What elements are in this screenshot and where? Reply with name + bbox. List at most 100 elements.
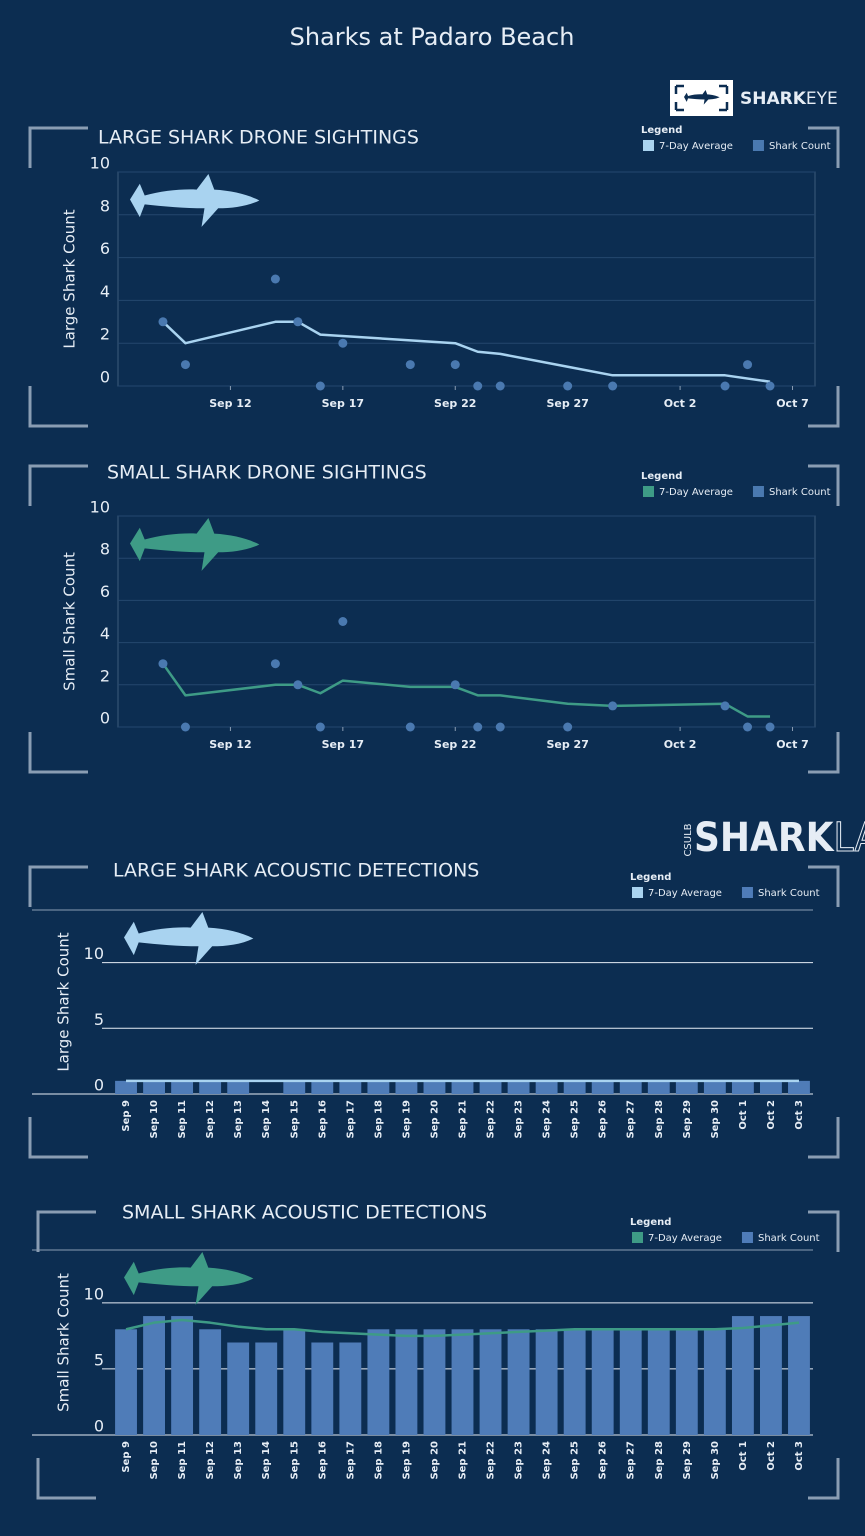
x-tick-label: Sep 13 <box>233 1100 244 1139</box>
x-tick-label: Sep 12 <box>209 397 251 410</box>
bar <box>675 1080 698 1094</box>
logo-word: SHARK <box>740 89 807 109</box>
bar <box>423 1329 446 1435</box>
legend-swatch <box>632 1232 643 1243</box>
page-title: Sharks at Padaro Beach <box>290 23 575 51</box>
legend-label: Shark Count <box>758 1233 820 1244</box>
data-point <box>315 381 325 391</box>
data-point <box>608 701 618 711</box>
bar <box>171 1316 194 1435</box>
bar <box>731 1080 754 1094</box>
legend-title: Legend <box>641 471 682 482</box>
x-tick-label: Sep 15 <box>289 1100 300 1139</box>
bar <box>395 1080 418 1094</box>
y-axis-label: Small Shark Count <box>61 552 79 691</box>
y-tick-label: 6 <box>100 582 110 601</box>
x-tick-label: Sep 14 <box>261 1100 272 1139</box>
x-tick-label: Sep 15 <box>289 1441 300 1480</box>
data-point <box>563 381 573 391</box>
y-tick-label: 0 <box>94 1417 104 1436</box>
panel-corners <box>36 1210 840 1500</box>
bar <box>367 1080 390 1094</box>
bar <box>675 1329 698 1435</box>
bar <box>451 1080 474 1094</box>
shark-icon <box>124 912 254 965</box>
data-point <box>473 722 483 732</box>
legend-swatch <box>752 140 764 151</box>
bar <box>647 1080 670 1094</box>
x-tick-label: Sep 28 <box>654 1441 665 1480</box>
legend-label: 7-Day Average <box>648 888 722 899</box>
x-tick-label: Sep 9 <box>121 1441 132 1473</box>
data-point <box>495 381 505 391</box>
legend-swatch <box>752 486 764 497</box>
x-tick-label: Sep 10 <box>149 1441 160 1480</box>
bar <box>731 1316 754 1435</box>
x-tick-label: Sep 9 <box>121 1100 132 1132</box>
data-point <box>765 381 775 391</box>
y-tick-label: 6 <box>100 239 110 258</box>
legend-label: 7-Day Average <box>659 141 733 152</box>
legend-label: 7-Day Average <box>659 487 733 498</box>
y-tick-label: 2 <box>100 666 110 685</box>
x-tick-label: Sep 27 <box>546 397 588 410</box>
bar <box>283 1080 306 1094</box>
panel-corners <box>28 464 840 774</box>
x-tick-label: Sep 29 <box>682 1100 693 1139</box>
bar <box>227 1342 250 1435</box>
logo-word: SHARK <box>694 815 835 861</box>
data-point <box>743 722 753 732</box>
bar <box>311 1080 334 1094</box>
y-tick-label: 8 <box>100 540 110 559</box>
y-tick-label: 0 <box>94 1076 104 1095</box>
data-point <box>270 659 280 669</box>
data-point <box>158 659 168 669</box>
bar <box>143 1316 165 1435</box>
bar <box>199 1080 222 1094</box>
x-tick-label: Oct 2 <box>766 1441 777 1471</box>
legend-label: Shark Count <box>769 141 831 152</box>
data-point <box>495 722 505 732</box>
data-point <box>293 317 303 327</box>
x-tick-label: Sep 18 <box>373 1441 384 1480</box>
legend-title: Legend <box>630 1217 671 1228</box>
sharklab-logo: CSULB SHARKLAB <box>683 815 865 862</box>
average-line <box>125 1318 800 1338</box>
x-tick-label: Sep 12 <box>209 738 251 751</box>
x-tick-label: Sep 24 <box>542 1441 553 1480</box>
shark-icon <box>130 174 260 227</box>
y-tick-label: 8 <box>100 196 110 215</box>
data-point <box>765 722 775 732</box>
x-tick-label: Sep 23 <box>514 1100 525 1139</box>
chart-title: LARGE SHARK ACOUSTIC DETECTIONS <box>113 860 479 882</box>
y-tick-label: 10 <box>84 1284 104 1303</box>
legend-swatch <box>632 887 643 898</box>
bar <box>647 1329 670 1435</box>
chart-panel: SMALL SHARK DRONE SIGHTINGS Small Shark C… <box>28 462 840 774</box>
logo-text: SHARKEYE <box>740 89 838 109</box>
legend-label: Shark Count <box>769 487 831 498</box>
logo-org: CSULB <box>683 823 694 856</box>
x-tick-label: Sep 29 <box>682 1441 693 1480</box>
bar <box>367 1329 390 1435</box>
x-tick-label: Sep 22 <box>486 1100 497 1139</box>
x-tick-label: Sep 26 <box>598 1100 609 1139</box>
panel-corners <box>28 126 840 428</box>
bar <box>283 1329 306 1435</box>
y-tick-label: 10 <box>84 944 104 963</box>
x-tick-label: Sep 21 <box>458 1441 469 1480</box>
bar <box>563 1080 586 1094</box>
data-point <box>315 722 325 732</box>
x-tick-label: Sep 13 <box>233 1441 244 1480</box>
x-tick-label: Sep 19 <box>401 1100 412 1139</box>
bar <box>199 1329 222 1435</box>
y-tick-label: 4 <box>100 282 110 301</box>
data-point <box>405 360 415 370</box>
bar <box>143 1080 165 1094</box>
bar <box>255 1342 278 1435</box>
legend-swatch <box>643 486 654 497</box>
data-point <box>180 360 190 370</box>
data-point <box>720 381 730 391</box>
x-tick-label: Sep 22 <box>486 1441 497 1480</box>
